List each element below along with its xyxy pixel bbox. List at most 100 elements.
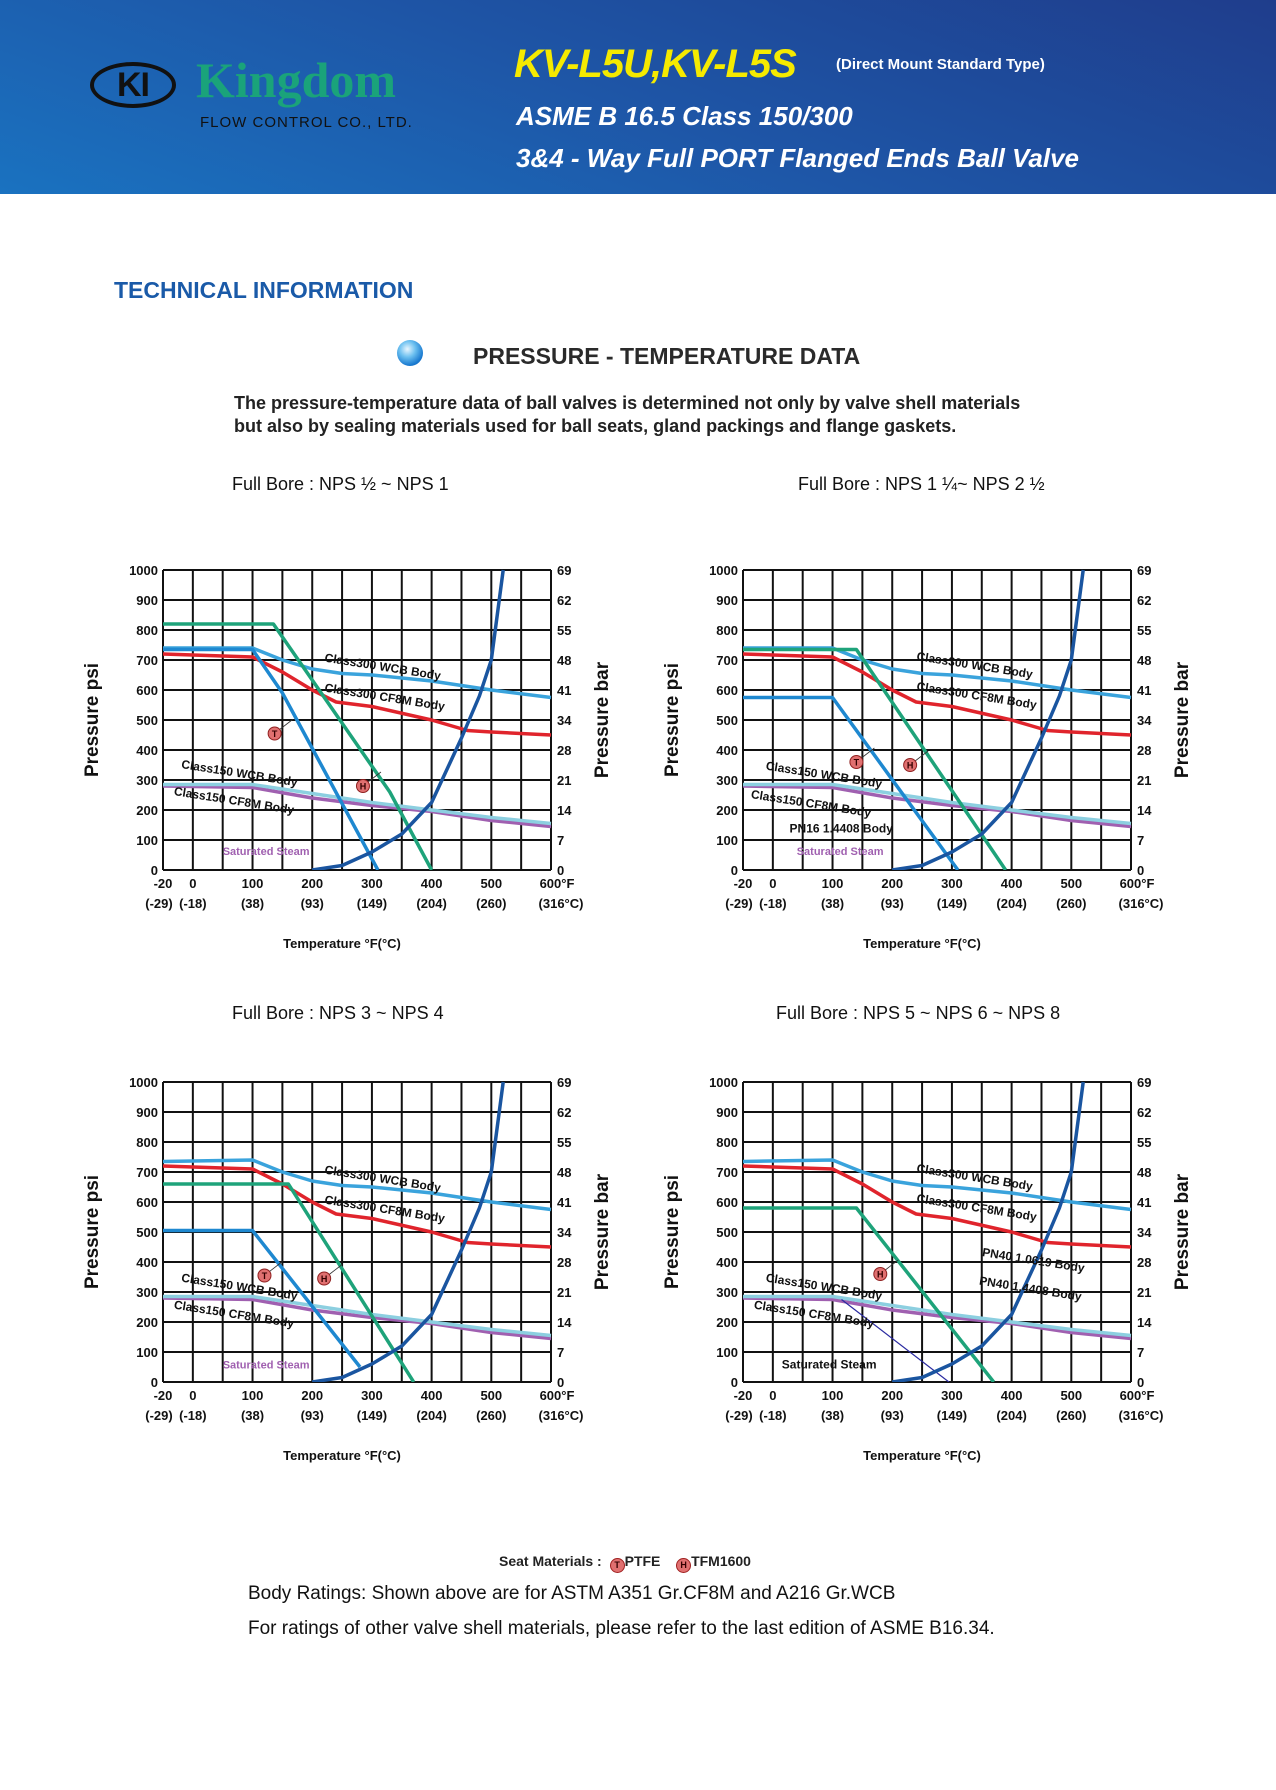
series-line-ptfe <box>743 695 960 870</box>
y2-axis-label: Pressure bar <box>1172 661 1193 778</box>
y2-tick-label: 69 <box>557 563 571 578</box>
seat-marker-icon <box>849 755 864 769</box>
standard-line: ASME B 16.5 Class 150/300 <box>516 101 853 131</box>
y2-tick-label: 62 <box>557 1105 571 1120</box>
y-axis-label: Pressure psi <box>662 663 683 777</box>
y-tick-label: 100 <box>716 833 738 848</box>
x-tick-label: -20 <box>734 1388 753 1403</box>
y2-tick-label: 0 <box>1137 1375 1144 1390</box>
x-tick-label: 100 <box>822 876 844 891</box>
y2-tick-label: 55 <box>1137 1135 1151 1150</box>
y2-tick-label: 14 <box>557 1315 572 1330</box>
y2-tick-label: 55 <box>557 623 571 638</box>
x-tick-label: 100 <box>822 1388 844 1403</box>
x-tick-celsius-label: (204) <box>996 1408 1026 1423</box>
y2-tick-label: 69 <box>1137 1075 1151 1090</box>
y2-tick-label: 21 <box>557 773 571 788</box>
y-tick-label: 900 <box>716 1105 738 1120</box>
y-tick-label: 300 <box>136 773 158 788</box>
pt-title: PRESSURE - TEMPERATURE DATA <box>473 343 861 369</box>
header-banner: KI Kingdom FLOW CONTROL CO., LTD. KV-L5U… <box>0 0 1276 194</box>
y2-tick-label: 28 <box>1137 743 1151 758</box>
y-tick-label: 700 <box>716 1165 738 1180</box>
y-tick-label: 500 <box>716 713 738 728</box>
y-tick-label: 1000 <box>129 563 158 578</box>
x-tick-label: -20 <box>734 876 753 891</box>
logo-subtitle: FLOW CONTROL CO., LTD. <box>200 114 413 131</box>
x-tick-label: 0 <box>769 1388 776 1403</box>
series-line-class300-cf8m <box>743 652 1132 737</box>
body-ratings-note: Body Ratings: Shown above are for ASTM A… <box>248 1583 896 1604</box>
description-line: but also by sealing materials used for b… <box>234 416 957 436</box>
series-line-saturated-steam <box>891 569 1085 870</box>
y2-tick-label: 0 <box>1137 863 1144 878</box>
y2-tick-label: 55 <box>557 1135 571 1150</box>
x-tick-celsius-label: (-18) <box>759 896 786 911</box>
series-annotation: Saturated Steam <box>223 846 310 858</box>
ptfe-marker-icon: T <box>609 1558 625 1573</box>
y2-tick-label: 55 <box>1137 623 1151 638</box>
y-tick-label: 1000 <box>129 1075 158 1090</box>
y-tick-label: 800 <box>716 623 738 638</box>
y2-tick-label: 7 <box>1137 1345 1144 1360</box>
series-line-saturated-steam <box>891 1081 1085 1382</box>
x-tick-label: 0 <box>769 876 776 891</box>
x-tick-label: 500 <box>480 1388 502 1403</box>
y-tick-label: 0 <box>151 1375 158 1390</box>
series-group <box>743 1081 1132 1382</box>
seat-marker-label: T <box>854 758 860 768</box>
series-line-class150-cf8m <box>163 784 552 829</box>
section-title: TECHNICAL INFORMATION <box>114 277 414 303</box>
series-line-class300-wcb <box>163 646 552 700</box>
marker-leader <box>279 719 293 730</box>
series-line-class300-cf8m <box>163 1164 552 1249</box>
series-line-saturated-steam-limit <box>841 1299 950 1382</box>
y-tick-label: 100 <box>136 1345 158 1360</box>
marker-leader <box>367 771 382 783</box>
x-tick-label: 100 <box>242 876 264 891</box>
series-line-class150-wcb <box>743 782 1132 826</box>
y-tick-label: 300 <box>716 773 738 788</box>
x-tick-celsius-label: (-18) <box>179 1408 206 1423</box>
y-axis-label: Pressure psi <box>82 663 103 777</box>
series-line-class150-cf8m <box>743 1296 1132 1341</box>
x-tick-celsius-label: (-29) <box>725 896 752 911</box>
x-tick-celsius-label: (38) <box>241 896 264 911</box>
seat-marker-label: H <box>360 782 367 792</box>
x-tick-label: 500 <box>1060 876 1082 891</box>
series-line-class300-wcb <box>163 1158 552 1212</box>
y2-tick-label: 48 <box>1137 1165 1151 1180</box>
series-group <box>163 569 552 870</box>
chart-svg: 0100200300400500600700800900100007142128… <box>82 563 613 951</box>
y-tick-label: 0 <box>731 863 738 878</box>
series-line-tfm1600 <box>163 1182 416 1382</box>
y2-tick-label: 7 <box>557 833 564 848</box>
series-annotation: Saturated Steam <box>223 1360 310 1372</box>
y-tick-label: 400 <box>716 1255 738 1270</box>
chart-title: Full Bore : NPS ½ ~ NPS 1 <box>232 474 449 494</box>
series-line-class300-cf8m <box>743 1164 1132 1249</box>
series-annotation: Saturated Steam <box>782 1358 877 1372</box>
y-tick-label: 200 <box>136 803 158 818</box>
series-line-class300-wcb <box>743 1158 1132 1212</box>
x-tick-label: 300 <box>361 1388 383 1403</box>
pt-chart-2: 0 100 200 300 400 500 600 700 800 900 1000 0 7 14 21 28… <box>648 550 1228 975</box>
seat-marker-label: H <box>877 1270 884 1280</box>
series-line-tfm1600 <box>743 1206 996 1382</box>
x-tick-label: 500 <box>1060 1388 1082 1403</box>
x-tick-celsius-label: (93) <box>881 1408 904 1423</box>
x-tick-celsius-label: (316°C) <box>539 1408 584 1423</box>
x-tick-celsius-label: (93) <box>301 1408 324 1423</box>
x-tick-celsius-label: (38) <box>821 1408 844 1423</box>
y2-tick-label: 48 <box>1137 653 1151 668</box>
series-line-class150-wcb <box>743 1294 1132 1338</box>
y-tick-label: 200 <box>716 803 738 818</box>
y-tick-label: 1000 <box>709 563 738 578</box>
y2-tick-label: 28 <box>557 1255 571 1270</box>
series-line-ptfe <box>163 647 380 870</box>
y-tick-label: 600 <box>716 683 738 698</box>
x-axis-label: Temperature °F(°C) <box>283 936 401 951</box>
y-tick-label: 800 <box>136 1135 158 1150</box>
y2-tick-label: 48 <box>557 653 571 668</box>
x-tick-celsius-label: (204) <box>416 896 446 911</box>
